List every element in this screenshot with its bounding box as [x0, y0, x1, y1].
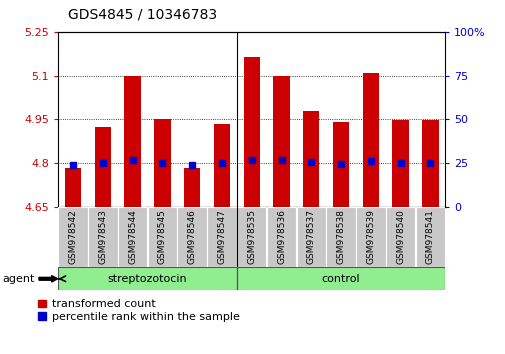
FancyBboxPatch shape	[147, 207, 177, 267]
Text: GSM978539: GSM978539	[366, 210, 375, 264]
FancyBboxPatch shape	[356, 207, 385, 267]
Bar	[65, 168, 81, 207]
FancyBboxPatch shape	[296, 207, 325, 267]
Text: GSM978536: GSM978536	[276, 210, 285, 264]
Bar	[273, 76, 289, 207]
Text: GSM978537: GSM978537	[306, 210, 315, 264]
Bar	[213, 124, 230, 207]
Text: agent: agent	[3, 274, 35, 284]
Text: GSM978546: GSM978546	[187, 210, 196, 264]
FancyBboxPatch shape	[415, 207, 444, 267]
Bar	[154, 120, 170, 207]
Bar	[302, 111, 319, 207]
Text: control: control	[321, 274, 360, 284]
Legend: transformed count, percentile rank within the sample: transformed count, percentile rank withi…	[38, 299, 239, 321]
FancyBboxPatch shape	[207, 207, 236, 267]
FancyBboxPatch shape	[58, 207, 88, 267]
Bar	[421, 120, 438, 207]
FancyBboxPatch shape	[385, 207, 415, 267]
FancyBboxPatch shape	[236, 207, 266, 267]
FancyBboxPatch shape	[326, 207, 355, 267]
Text: GSM978538: GSM978538	[336, 210, 345, 264]
Text: GSM978541: GSM978541	[425, 210, 434, 264]
Text: GSM978542: GSM978542	[69, 210, 77, 264]
Bar	[362, 73, 378, 207]
FancyBboxPatch shape	[236, 267, 444, 290]
Bar	[184, 168, 200, 207]
FancyBboxPatch shape	[88, 207, 117, 267]
Text: GSM978540: GSM978540	[395, 210, 405, 264]
Text: GDS4845 / 10346783: GDS4845 / 10346783	[68, 7, 217, 21]
Bar	[332, 122, 348, 207]
FancyBboxPatch shape	[177, 207, 207, 267]
FancyBboxPatch shape	[58, 267, 236, 290]
Text: GSM978547: GSM978547	[217, 210, 226, 264]
Text: GSM978545: GSM978545	[158, 210, 167, 264]
Bar	[392, 120, 408, 207]
FancyBboxPatch shape	[266, 207, 295, 267]
Text: GSM978543: GSM978543	[98, 210, 107, 264]
Bar	[124, 76, 140, 207]
Text: GSM978544: GSM978544	[128, 210, 137, 264]
Text: streptozotocin: streptozotocin	[108, 274, 187, 284]
FancyBboxPatch shape	[118, 207, 147, 267]
Bar	[94, 127, 111, 207]
Text: GSM978535: GSM978535	[247, 210, 256, 264]
Bar	[243, 57, 260, 207]
